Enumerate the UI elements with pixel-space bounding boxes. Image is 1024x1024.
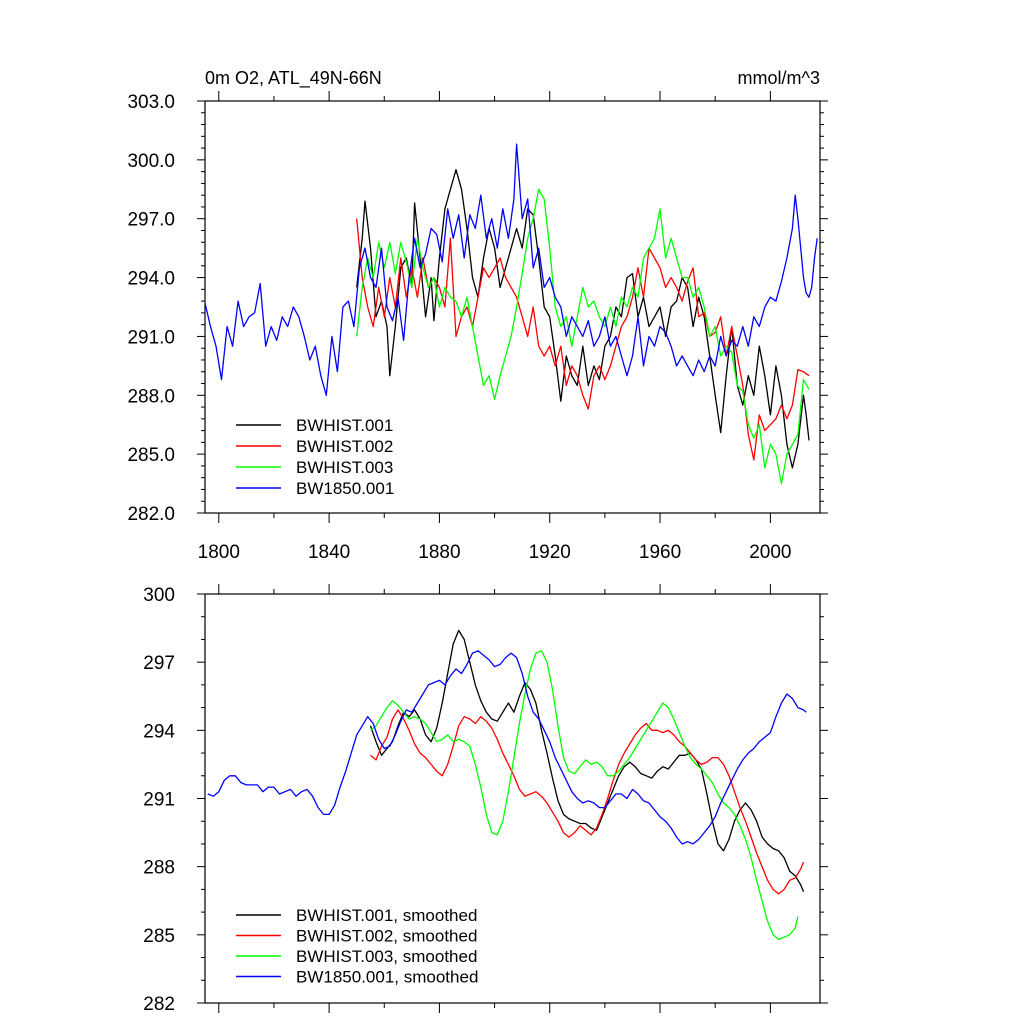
x-tick-label: 1880 [418, 542, 460, 563]
series-line-bwhist-001-smoothed [369, 629, 805, 892]
series-line-bw1850-001-smoothed [207, 650, 807, 845]
legend-label: BW1850.001 [296, 479, 394, 498]
x-tick-label: 1840 [308, 542, 350, 563]
series-line-bwhist-002-smoothed [370, 709, 805, 895]
y-tick-label: 291 [143, 790, 175, 811]
legend-label: BWHIST.001 [296, 416, 393, 435]
y-tick-label: 294.0 [127, 269, 175, 290]
chart-units: mmol/m^3 [738, 68, 820, 88]
series-line-bwhist-001 [356, 169, 810, 469]
y-tick-label: 291.0 [127, 327, 175, 348]
y-tick-label: 297.0 [127, 210, 175, 231]
y-tick-label: 288 [143, 858, 175, 879]
x-tick-label: 1920 [529, 542, 571, 563]
legend-label: BWHIST.003 [296, 458, 393, 477]
y-tick-label: 300 [143, 585, 175, 606]
x-tick-label: 1960 [639, 542, 681, 563]
series-line-bwhist-003-smoothed [370, 650, 799, 941]
x-tick-label: 1800 [198, 542, 240, 563]
y-tick-label: 300.0 [127, 151, 175, 172]
y-tick-label: 282 [143, 994, 175, 1015]
y-tick-label: 288.0 [127, 386, 175, 407]
legend-label: BWHIST.002, smoothed [296, 927, 477, 946]
y-tick-label: 297 [143, 653, 175, 674]
y-tick-label: 285.0 [127, 445, 175, 466]
x-tick-label: 2000 [749, 542, 791, 563]
plot-frame [204, 100, 821, 514]
y-tick-label: 303.0 [127, 92, 175, 113]
legend-label: BWHIST.002 [296, 437, 393, 456]
series-line-bwhist-003 [356, 188, 810, 485]
chart-title: 0m O2, ATL_49N-66N [205, 68, 382, 89]
y-tick-label: 282.0 [127, 504, 175, 525]
y-tick-label: 294 [143, 721, 175, 742]
top-panel: 0m O2, ATL_49N-66N mmol/m^3 282.0 285.0 288.… [127, 68, 828, 563]
bottom-panel: 282 285 288 291 294 297 300 BWHIST.001, smoothe… [143, 584, 828, 1015]
legend-label: BW1850.001, smoothed [296, 968, 478, 987]
series-line-bw1850-001 [204, 143, 818, 396]
legend-label: BWHIST.003, smoothed [296, 947, 477, 966]
y-tick-label: 285 [143, 926, 175, 947]
legend-label: BWHIST.001, smoothed [296, 906, 477, 925]
